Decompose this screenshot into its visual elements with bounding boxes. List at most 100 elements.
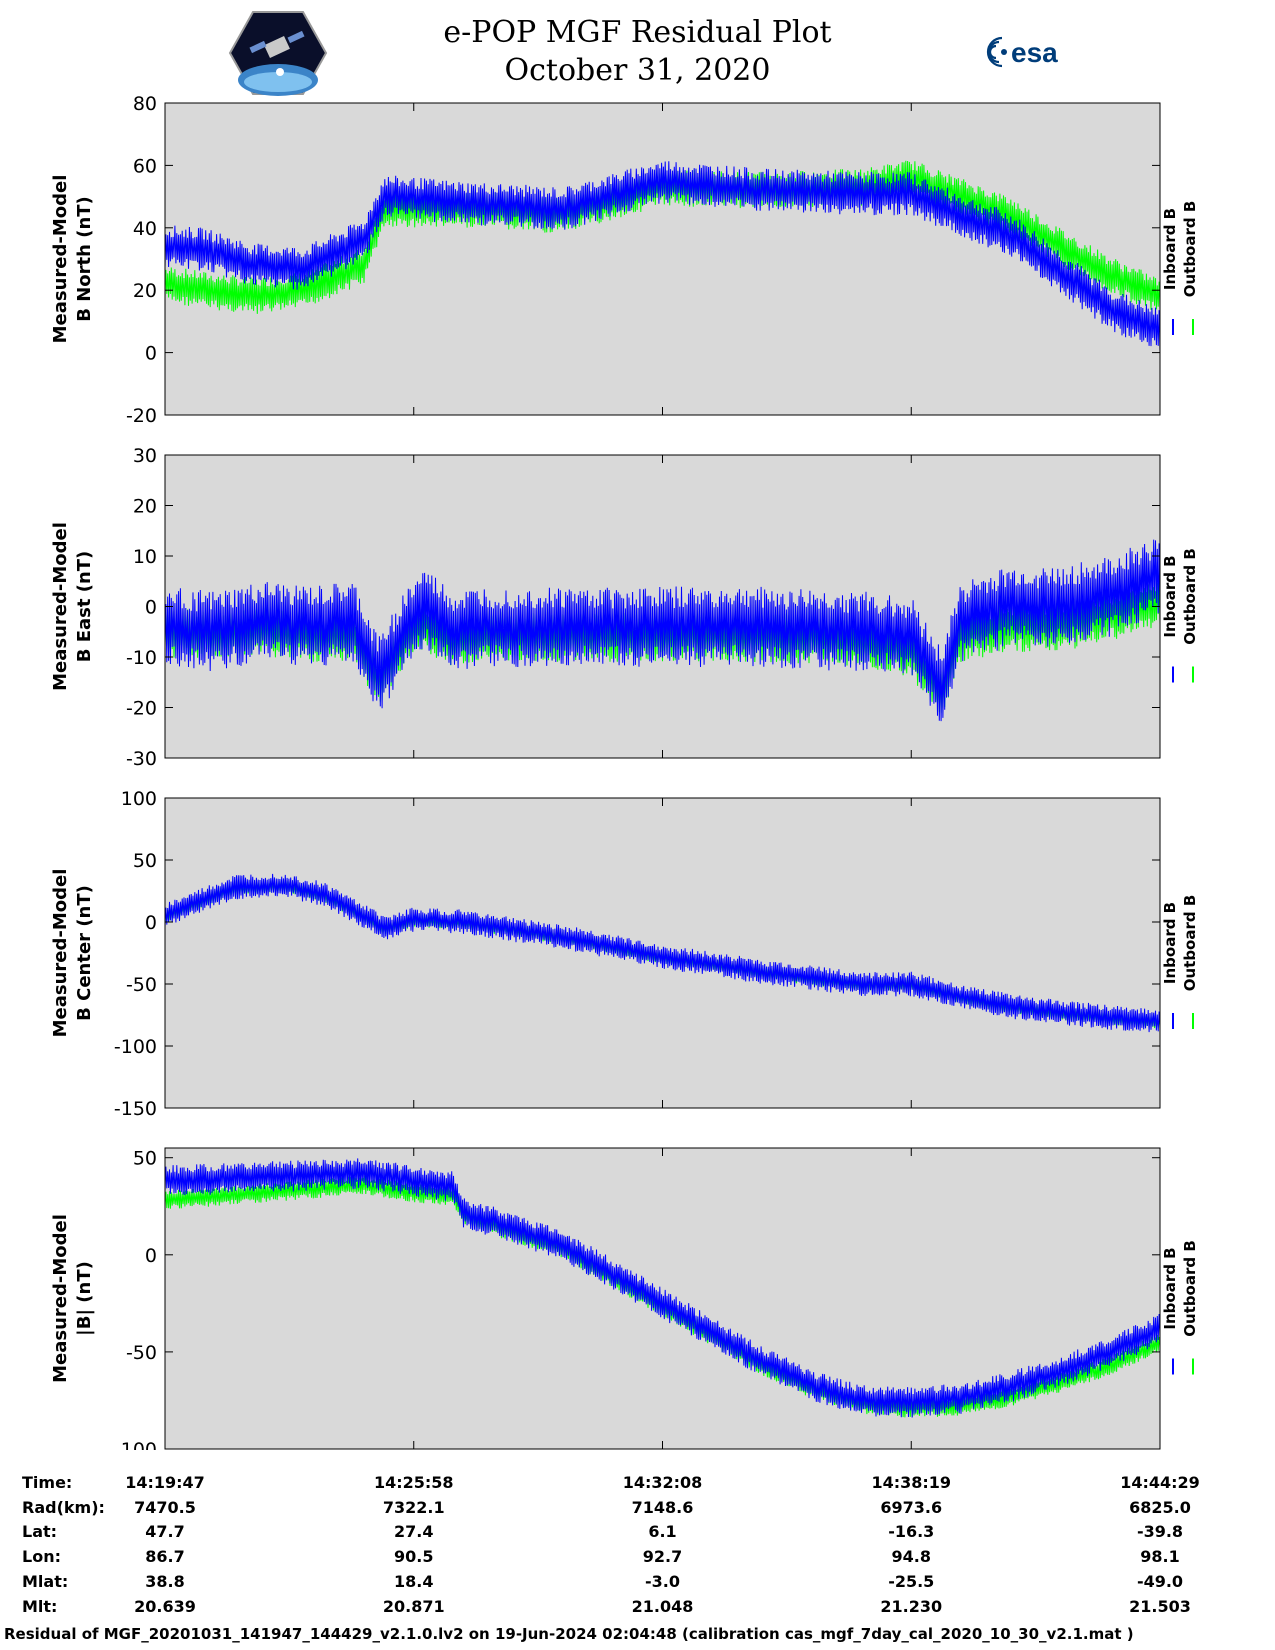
y-tick-label: 0 (145, 597, 157, 619)
ephemeris-cell: 14:38:19 (871, 1473, 952, 1492)
y-axis-label: Measured-Model |B| (nT) (50, 1214, 95, 1383)
y-axis-label-line: Measured-Model (50, 1214, 71, 1383)
ephemeris-cell: 7322.1 (382, 1498, 445, 1517)
ephemeris-cell: 14:25:58 (373, 1473, 454, 1492)
plot-area (164, 797, 1161, 1109)
ephemeris-cell: 14:19:47 (125, 1473, 205, 1492)
legend: Inboard B Outboard B (1161, 548, 1199, 645)
ephemeris-cell: 90.5 (394, 1547, 434, 1566)
y-tick-label: 0 (145, 343, 157, 365)
legend-entry: Outboard B (1181, 548, 1199, 645)
y-axis-label: Measured-Model B Center (nT) (50, 869, 95, 1038)
ephemeris-cell: 21.503 (1129, 1597, 1191, 1616)
ephemeris-cell: 6.1 (648, 1522, 677, 1541)
y-tick-label: -100 (114, 1439, 157, 1450)
ephemeris-cell: 21.230 (880, 1597, 943, 1616)
ephemeris-cell: -3.0 (645, 1572, 680, 1591)
ephemeris-cell: 14:32:08 (622, 1473, 703, 1492)
legend-entry: Inboard B (1161, 555, 1179, 637)
ephemeris-row-label: Mlat: (22, 1572, 69, 1591)
footer-caption: Residual of MGF_20201031_141947_144429_v… (4, 1625, 1134, 1643)
y-tick-label: 60 (133, 155, 157, 177)
y-tick-label: 100 (121, 788, 157, 810)
ephemeris-cell: 20.871 (382, 1597, 445, 1616)
y-tick-label: -30 (126, 748, 157, 770)
y-tick-label: 50 (133, 1148, 157, 1170)
series-outboard-line (164, 160, 1161, 314)
ephemeris-cell: 27.4 (394, 1522, 434, 1541)
ephemeris-row-label: Mlt: (22, 1597, 58, 1616)
y-axis-label-line: B North (nT) (74, 196, 95, 322)
y-axis-label-line: Measured-Model (50, 175, 71, 344)
plot-title: e-POP MGF Residual Plot October 31, 2020 (0, 14, 1275, 90)
panel-1: -20 0 20 40 60 80 Measured-Model B North (nT) In… (50, 93, 1199, 427)
y-tick-label: -50 (126, 1342, 157, 1364)
ephemeris-cell: 86.7 (145, 1547, 185, 1566)
ephemeris-cell: -16.3 (888, 1522, 935, 1541)
ephemeris-row-label: Time: (22, 1473, 73, 1492)
series-inboard-line (164, 873, 1161, 1033)
series-inboard-line (164, 539, 1161, 722)
series-inboard-line (164, 161, 1161, 353)
y-tick-label: 0 (145, 1245, 157, 1267)
y-tick-label: 10 (133, 546, 157, 568)
y-tick-label: 20 (133, 280, 157, 302)
ephemeris-cell: 47.7 (145, 1522, 185, 1541)
ephemeris-cell: 6825.0 (1129, 1498, 1191, 1517)
ephemeris-cell: 38.8 (145, 1572, 185, 1591)
y-tick-label: -50 (126, 974, 157, 996)
y-tick-label: 50 (133, 850, 157, 872)
panel-2: -30 -20 -10 0 10 20 30 Measured-Model B East (nT… (50, 445, 1199, 770)
ephemeris-cell: -49.0 (1136, 1572, 1184, 1591)
ephemeris-cell: 92.7 (642, 1547, 683, 1566)
legend-entry: Inboard B (1161, 902, 1179, 984)
y-axis-label-line: B Center (nT) (74, 885, 95, 1021)
legend-entry: Outboard B (1181, 1240, 1199, 1337)
ephemeris-cell: 21.048 (631, 1597, 694, 1616)
title-line-1: e-POP MGF Residual Plot (443, 15, 832, 50)
ephemeris-cell: 7470.5 (134, 1498, 196, 1517)
legend: Inboard B Outboard B (1161, 1240, 1199, 1337)
y-tick-label: -20 (126, 405, 157, 427)
ephemeris-cell: 7148.6 (631, 1498, 694, 1517)
y-tick-label: 30 (133, 445, 157, 467)
legend: Inboard B Outboard B (1161, 201, 1199, 298)
ephemeris-row-label: Lat: (22, 1522, 58, 1541)
ephemeris-cell: 18.4 (394, 1572, 434, 1591)
y-axis-label-line: Measured-Model (50, 522, 71, 691)
esa-logo-text: esa (1011, 37, 1058, 68)
ephemeris-cell: -39.8 (1136, 1522, 1184, 1541)
y-axis-label: Measured-Model B East (nT) (50, 522, 95, 691)
y-axis-label: Measured-Model B North (nT) (50, 175, 95, 344)
legend-entry: Outboard B (1181, 201, 1199, 298)
ephemeris-cell: 20.639 (134, 1597, 196, 1616)
y-axis-label-line: B East (nT) (74, 551, 95, 663)
ephemeris-cell: 14:44:29 (1120, 1473, 1200, 1492)
plot-area (164, 1147, 1161, 1450)
y-tick-label: 80 (133, 93, 157, 115)
y-tick-label: -20 (126, 698, 157, 720)
ephemeris-row-label: Lon: (22, 1547, 61, 1566)
esa-logo: esa (986, 36, 1058, 68)
y-tick-label: -150 (114, 1098, 157, 1120)
y-tick-label: 20 (133, 496, 157, 518)
panel-4: -100 -50 0 50 Measured-Model |B| (nT) Inboard … (50, 1147, 1199, 1450)
legend-entry: Inboard B (1161, 208, 1179, 290)
legend-entry: Inboard B (1161, 1247, 1179, 1329)
ephemeris-row-label: Rad(km): (22, 1498, 105, 1517)
y-tick-label: -100 (114, 1036, 157, 1058)
y-axis-label-line: |B| (nT) (74, 1261, 95, 1336)
ephemeris-cell: -25.5 (888, 1572, 935, 1591)
legend-entry: Outboard B (1181, 895, 1199, 992)
cassiope-logo (228, 11, 328, 96)
ephemeris-cell: 94.8 (891, 1547, 931, 1566)
ephemeris-cell: 6973.6 (880, 1498, 943, 1517)
title-line-2: October 31, 2020 (504, 53, 771, 88)
y-tick-label: -10 (126, 647, 157, 669)
ephemeris-cell: 98.1 (1140, 1547, 1180, 1566)
series-inboard-line (164, 1158, 1161, 1418)
y-tick-label: 0 (145, 912, 157, 934)
panel-3: -150 -100 -50 0 50 100 Measured-Model B Center … (50, 788, 1199, 1120)
y-axis-label-line: Measured-Model (50, 869, 71, 1038)
